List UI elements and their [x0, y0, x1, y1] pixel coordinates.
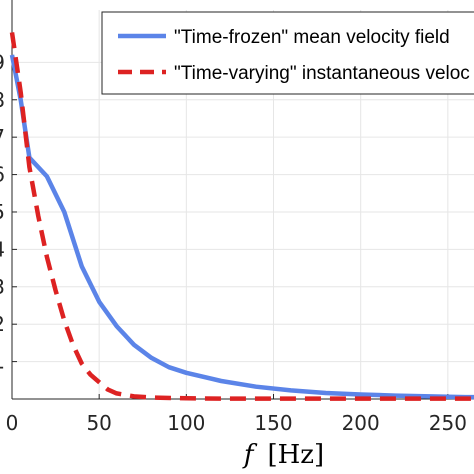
y-tick-label: 9: [0, 50, 5, 74]
legend-label-1: "Time-frozen" mean velocity field: [174, 27, 450, 48]
y-tick-label: 6: [0, 163, 5, 187]
series-line-2: [9, 32, 474, 401]
x-tick-label: 250: [429, 411, 467, 435]
x-tick-label: 0: [6, 411, 19, 435]
x-tick-label: 100: [167, 411, 205, 435]
x-axis-unit: [Hz]: [267, 440, 324, 470]
legend-label-2: "Time-varying" instantaneous veloc: [174, 63, 470, 84]
y-tick-label: 1: [0, 350, 5, 374]
legend: "Time-frozen" mean velocity field "Time-v…: [101, 11, 474, 95]
x-tick-label: 150: [254, 411, 292, 435]
y-tick-label: 5: [0, 200, 5, 224]
series-line-1: [9, 54, 474, 400]
x-tick-label: 200: [342, 411, 380, 435]
y-tick-label: 3: [0, 275, 5, 299]
y-tick-label: 4: [0, 237, 5, 261]
y-tick-label: 7: [0, 125, 5, 149]
y-tick-label: 8: [0, 88, 5, 112]
legend-box: [101, 11, 474, 95]
series: [9, 32, 474, 401]
tick-labels: 0 50 100 150 200 250 1 2 3 4 5 6 7 8 9: [0, 50, 467, 435]
x-tick-label: 50: [86, 411, 111, 435]
y-tick-label: 2: [0, 312, 5, 336]
